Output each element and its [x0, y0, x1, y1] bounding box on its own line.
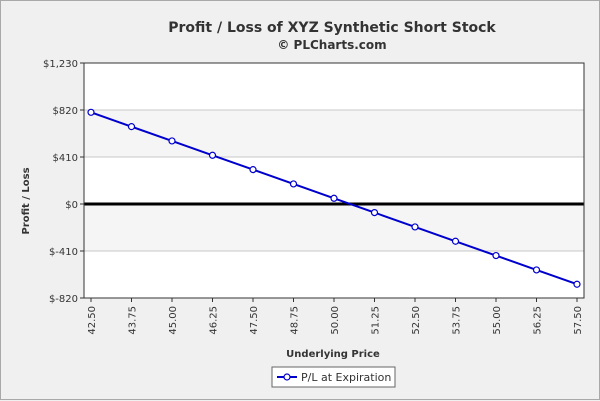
- x-tick-label: 46.25: [209, 306, 220, 335]
- data-point[interactable]: [451, 237, 460, 245]
- y-axis-title: Profit / Loss: [21, 167, 32, 234]
- legend-label: P/L at Expiration: [301, 371, 391, 384]
- legend-marker-swatch: [283, 373, 291, 381]
- y-tick-label: $0: [65, 200, 78, 211]
- y-axis-ticks: $1,230 $820 $410 $0 $-410 $-820: [43, 59, 84, 305]
- plot-band-1: [84, 63, 584, 110]
- plot-band-2: [84, 110, 584, 157]
- legend[interactable]: P/L at Expiration: [271, 366, 396, 388]
- data-point[interactable]: [492, 251, 500, 260]
- x-tick-label: 56.25: [533, 306, 544, 335]
- x-axis-title: Underlying Price: [286, 349, 380, 360]
- x-tick-label: 52.50: [411, 306, 422, 335]
- legend-box: [271, 366, 396, 388]
- y-tick-label: $410: [53, 153, 78, 164]
- plot-band-4: [84, 204, 584, 251]
- chart-subtitle: © PLCharts.com: [277, 38, 386, 52]
- x-tick-label: 55.00: [492, 306, 503, 335]
- data-point[interactable]: [411, 223, 419, 231]
- x-tick-label: 53.75: [452, 306, 463, 335]
- y-tick-label: $-820: [49, 294, 78, 305]
- data-point[interactable]: [249, 166, 257, 174]
- chart-title: Profit / Loss of XYZ Synthetic Short Sto…: [168, 20, 496, 36]
- plot-border: [83, 62, 585, 299]
- plot-band-5: [84, 251, 584, 298]
- x-tick-label: 57.50: [573, 306, 584, 335]
- x-axis-ticks: 42.50 43.75 45.00 46.25 47.50 48.75 50.00 51.25…: [87, 298, 584, 335]
- data-point[interactable]: [370, 208, 379, 217]
- data-point[interactable]: [168, 137, 176, 145]
- data-point[interactable]: [87, 108, 95, 116]
- x-tick-label: 47.50: [249, 306, 260, 335]
- data-point[interactable]: [573, 280, 581, 288]
- x-tick-label: 50.00: [330, 306, 341, 335]
- y-tick-label: $-410: [49, 247, 78, 258]
- data-point[interactable]: [208, 151, 217, 159]
- data-point[interactable]: [127, 123, 136, 131]
- y-tick-label: $1,230: [43, 59, 78, 70]
- x-tick-label: 45.00: [168, 306, 179, 335]
- x-tick-label: 48.75: [290, 306, 301, 335]
- data-point[interactable]: [532, 266, 541, 274]
- x-tick-label: 51.25: [371, 306, 382, 335]
- series-layer: [87, 108, 581, 288]
- x-tick-label: 42.50: [87, 306, 98, 335]
- data-point[interactable]: [330, 194, 338, 202]
- y-tick-label: $820: [53, 106, 78, 117]
- x-tick-label: 43.75: [128, 306, 139, 335]
- data-point[interactable]: [289, 180, 298, 188]
- plot-area: [84, 63, 584, 298]
